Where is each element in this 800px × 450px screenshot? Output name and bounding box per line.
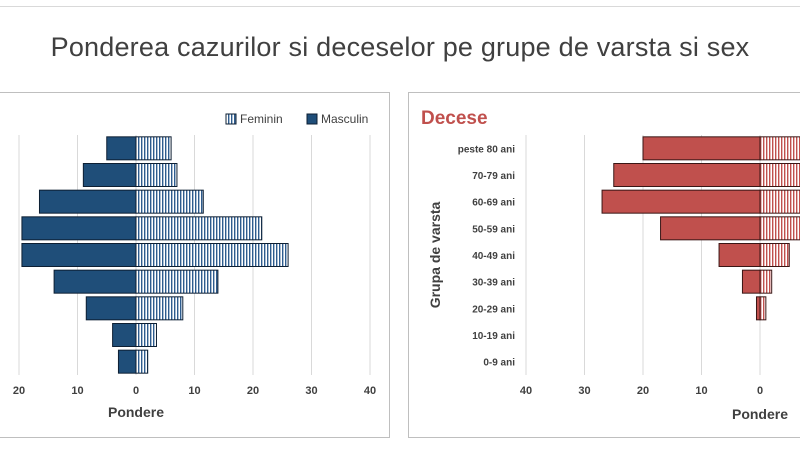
deaths-chart-panel: Decese 40 30 20 10 0 Pondere 0-9 ani 10-19 ani 20… <box>408 92 800 438</box>
deaths-category-label: 10-19 ani <box>472 331 515 342</box>
deaths-category-label: 50-59 ani <box>472 224 515 235</box>
deaths-x-tick-label: 0 <box>757 385 763 397</box>
cases-bar-masculin <box>106 136 137 161</box>
deaths-category-label: 0-9 ani <box>483 358 515 369</box>
cases-x-tick-label: 10 <box>71 385 83 397</box>
page-title: Ponderea cazurilor si deceselor pe grupe… <box>50 32 750 62</box>
cases-bar-masculin <box>38 189 137 214</box>
cases-x-tick-label: 10 <box>188 385 200 397</box>
deaths-bar-feminin <box>759 296 767 321</box>
deaths-category-label: 70-79 ani <box>472 171 515 182</box>
cases-x-tick-label: 0 <box>133 385 139 397</box>
cases-bar-masculin <box>117 349 137 374</box>
deaths-category-label: 30-39 ani <box>472 278 515 289</box>
cases-bar-feminin <box>135 136 172 161</box>
deaths-bar-masculin <box>613 163 761 187</box>
deaths-bar-feminin <box>759 243 790 267</box>
cases-bar-feminin <box>135 216 263 241</box>
deaths-x-tick-label: 40 <box>520 385 532 397</box>
legend-masculin-label: Masculin <box>321 112 368 126</box>
cases-bar-masculin <box>112 323 137 347</box>
cases-x-tick-label: 20 <box>247 385 259 397</box>
deaths-bar-masculin <box>601 189 761 214</box>
deaths-bar-masculin <box>741 269 761 294</box>
cases-bar-feminin <box>135 323 157 347</box>
cases-pyramid-chart: 20 10 0 10 20 30 40 Pondere Feminin Masculin <box>13 112 376 420</box>
cases-x-axis-title: Pondere <box>108 404 164 420</box>
cases-x-tick-label: 30 <box>305 385 317 397</box>
cases-x-tick-label: 20 <box>13 385 25 397</box>
deaths-bar-masculin <box>755 296 761 321</box>
deaths-bar-masculin <box>660 216 761 241</box>
deaths-category-label: peste 80 ani <box>458 144 515 155</box>
legend-masculin-swatch <box>306 113 318 125</box>
deaths-x-tick-label: 20 <box>637 385 649 397</box>
cases-bar-masculin <box>21 216 137 241</box>
deaths-y-axis-title: Grupa de varsta <box>427 201 443 308</box>
deaths-pyramid-chart: Decese 40 30 20 10 0 Pondere 0-9 ani 10-19 ani 20… <box>421 108 800 422</box>
cases-bar-masculin <box>82 163 137 187</box>
deaths-x-tick-label: 30 <box>578 385 590 397</box>
deaths-x-axis-title: Pondere <box>732 406 788 422</box>
legend-feminin-label: Feminin <box>240 112 283 126</box>
cases-bar-feminin <box>135 163 178 187</box>
deaths-bar-feminin <box>759 216 800 241</box>
top-rule <box>0 6 800 7</box>
deaths-bar-feminin <box>759 269 773 294</box>
deaths-bar-masculin <box>642 136 761 161</box>
legend-feminin-swatch <box>225 113 237 125</box>
cases-x-tick-label: 40 <box>364 385 376 397</box>
deaths-bar-feminin <box>759 189 800 214</box>
deaths-bar-feminin <box>759 136 800 161</box>
cases-bar-feminin <box>135 189 204 214</box>
deaths-category-label: 40-49 ani <box>472 251 515 262</box>
cases-bar-feminin <box>135 349 149 374</box>
cases-chart-panel: 20 10 0 10 20 30 40 Pondere Feminin Masculin <box>0 92 390 438</box>
cases-bar-masculin <box>21 243 137 267</box>
deaths-category-label: 20-29 ani <box>472 304 515 315</box>
deaths-panel-title: Decese <box>421 108 488 129</box>
cases-bar-masculin <box>53 269 137 294</box>
deaths-category-label: 60-69 ani <box>472 198 515 209</box>
cases-bar-feminin <box>135 243 289 267</box>
cases-bar-feminin <box>135 296 184 321</box>
cases-bar-masculin <box>85 296 137 321</box>
deaths-bar-masculin <box>718 243 761 267</box>
deaths-bar-feminin <box>759 163 800 187</box>
deaths-x-tick-label: 10 <box>695 385 707 397</box>
cases-bar-feminin <box>135 269 219 294</box>
